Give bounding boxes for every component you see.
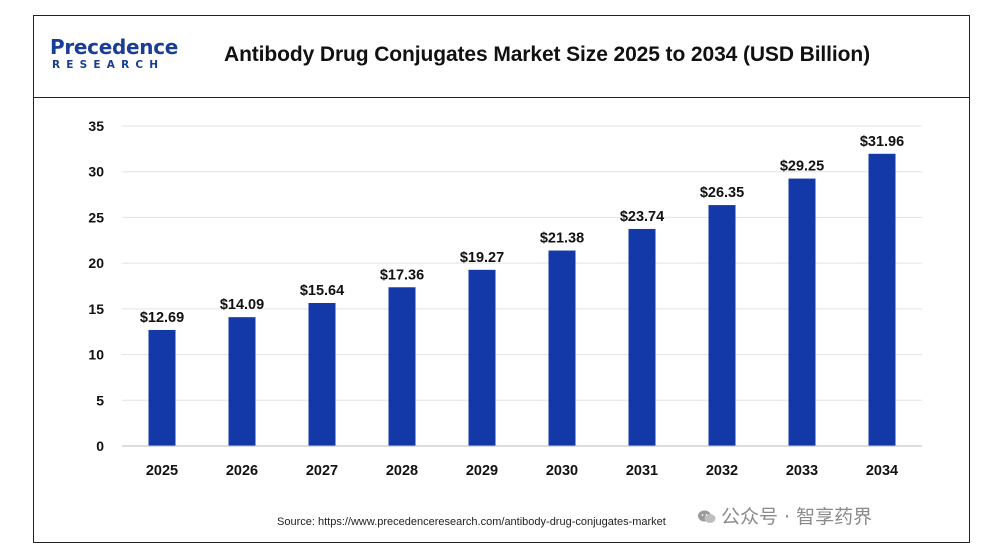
x-tick-label: 2028	[386, 463, 418, 479]
x-tick-label: 2031	[626, 463, 658, 479]
x-tick-label: 2026	[226, 463, 258, 479]
data-label: $31.96	[860, 134, 904, 150]
data-label: $15.64	[300, 283, 344, 299]
wechat-watermark: 公众号 · 智享药界	[697, 502, 872, 529]
y-tick-label: 0	[96, 438, 104, 454]
bar	[868, 153, 896, 446]
bar	[388, 287, 416, 446]
x-tick-label: 2034	[866, 463, 898, 479]
y-tick-label: 15	[88, 301, 104, 317]
bar	[148, 329, 176, 446]
y-tick-label: 5	[96, 392, 104, 408]
watermark-text: 公众号 · 智享药界	[721, 506, 873, 528]
bar	[788, 178, 816, 447]
x-axis-ticks: 2025 2026 2027 2028 2029 2030 2031 2032 2033 2034	[146, 463, 898, 479]
y-tick-label: 10	[88, 347, 104, 363]
data-label: $19.27	[460, 250, 504, 266]
bar	[308, 303, 336, 446]
data-label: $14.09	[220, 297, 264, 313]
data-label: $17.36	[380, 267, 424, 283]
bar	[228, 317, 256, 446]
x-tick-label: 2033	[786, 463, 818, 479]
y-tick-label: 20	[88, 255, 104, 271]
data-label: $23.74	[620, 209, 664, 225]
bar	[708, 205, 736, 446]
x-tick-label: 2029	[466, 463, 498, 479]
bars	[148, 153, 896, 447]
logo-sub-text: RESEARCH	[52, 59, 165, 71]
data-label: $29.25	[780, 159, 824, 175]
data-label: $21.38	[540, 231, 584, 247]
precedence-research-logo: Precedence RESEARCH	[50, 36, 190, 80]
wechat-icon	[697, 508, 717, 524]
bar	[628, 228, 656, 446]
chart-title: Antibody Drug Conjugates Market Size 202…	[224, 43, 870, 66]
chart-header: Precedence RESEARCH Antibody Drug Conjug…	[34, 16, 969, 98]
x-tick-label: 2030	[546, 463, 578, 479]
bar	[468, 269, 496, 446]
source-note: Source: https://www.precedenceresearch.c…	[277, 516, 666, 528]
y-tick-label: 30	[88, 164, 104, 180]
data-label: $26.35	[700, 185, 744, 201]
data-labels: $12.69 $14.09 $15.64 $17.36 $19.27 $21.38 $23.…	[140, 134, 904, 326]
y-axis-ticks: 0 5 10 15 20 25 30 35	[88, 118, 104, 454]
y-tick-label: 25	[88, 209, 104, 225]
x-tick-label: 2027	[306, 463, 338, 479]
logo-main-text: Precedence	[50, 35, 179, 59]
chart-frame: Precedence RESEARCH Antibody Drug Conjug…	[33, 15, 970, 543]
x-tick-label: 2025	[146, 463, 178, 479]
x-tick-label: 2032	[706, 463, 738, 479]
bar	[548, 250, 576, 446]
data-label: $12.69	[140, 310, 184, 326]
y-tick-label: 35	[88, 118, 104, 134]
